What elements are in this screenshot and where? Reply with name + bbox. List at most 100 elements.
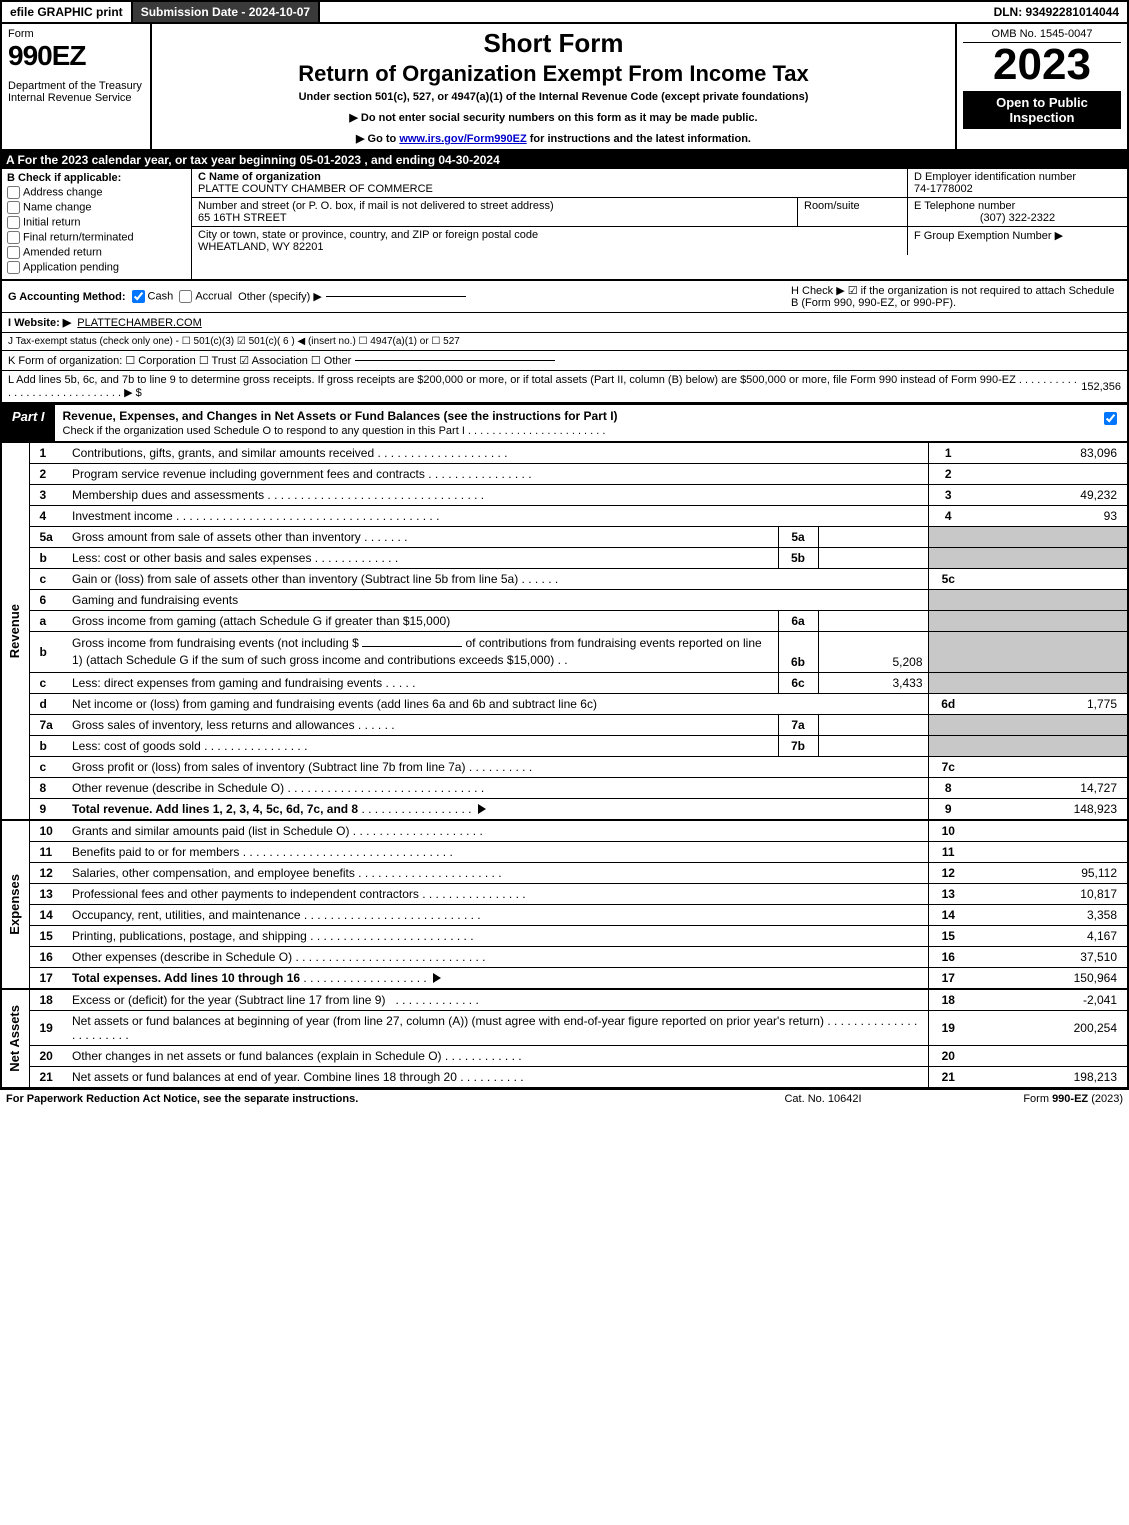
website[interactable]: PLATTECHAMBER.COM: [77, 317, 201, 329]
e-lbl: E Telephone number: [914, 200, 1015, 212]
form-number: 990EZ: [8, 40, 144, 72]
line-17-txt: Total expenses. Add lines 10 through 16: [72, 971, 300, 985]
form-word: Form: [8, 28, 144, 40]
ov-20: [968, 1045, 1128, 1066]
iv-7b: [818, 735, 928, 756]
ob-1: 1: [928, 443, 968, 464]
line-2-txt: Program service revenue including govern…: [72, 467, 425, 481]
addr-lbl: Number and street (or P. O. box, if mail…: [198, 200, 554, 212]
line-6a-txt: Gross income from gaming (attach Schedul…: [72, 614, 450, 628]
j-text: J Tax-exempt status (check only one) - ☐…: [8, 336, 460, 347]
part1-header: Part I Revenue, Expenses, and Changes in…: [0, 404, 1129, 443]
submission-date-button[interactable]: Submission Date - 2024-10-07: [133, 2, 320, 22]
part1-title: Revenue, Expenses, and Changes in Net As…: [55, 405, 1097, 441]
section-b: B Check if applicable: Address change Na…: [2, 169, 192, 279]
row-i: I Website: ▶ PLATTECHAMBER.COM: [0, 313, 1129, 333]
chk-final-return[interactable]: Final return/terminated: [7, 231, 186, 244]
efile-print-button[interactable]: efile GRAPHIC print: [2, 2, 133, 22]
ib-6c: 6c: [778, 672, 818, 693]
ov-5c: [968, 569, 1128, 590]
ov-2: [968, 464, 1128, 485]
chk-address-change[interactable]: Address change: [7, 186, 186, 199]
ov-7c: [968, 756, 1128, 777]
footer-left: For Paperwork Reduction Act Notice, see …: [6, 1093, 723, 1105]
line-6c-txt: Less: direct expenses from gaming and fu…: [72, 676, 382, 690]
ov-6d: 1,775: [968, 693, 1128, 714]
ov-15: 4,167: [968, 925, 1128, 946]
chk-application-pending[interactable]: Application pending: [7, 261, 186, 274]
chk-cash[interactable]: Cash: [132, 290, 174, 303]
line-9-txt: Total revenue. Add lines 1, 2, 3, 4, 5c,…: [72, 802, 358, 816]
i-lbl: I Website: ▶: [8, 316, 71, 329]
telephone: (307) 322-2322: [914, 212, 1121, 224]
chk-accrual[interactable]: Accrual: [179, 290, 232, 303]
title-return: Return of Organization Exempt From Incom…: [162, 61, 945, 87]
dln-label: DLN: 93492281014044: [986, 2, 1127, 22]
g-other: Other (specify) ▶: [238, 290, 322, 303]
k-blank: [355, 360, 555, 361]
org-name: PLATTE COUNTY CHAMBER OF COMMERCE: [198, 183, 433, 195]
ib-6a: 6a: [778, 611, 818, 632]
ov-21: 198,213: [968, 1066, 1128, 1088]
row-g-h: G Accounting Method: Cash Accrual Other …: [0, 281, 1129, 313]
tax-year: 2023: [963, 43, 1121, 87]
footer-mid: Cat. No. 10642I: [723, 1093, 923, 1105]
line-7c-txt: Gross profit or (loss) from sales of inv…: [72, 760, 465, 774]
public-inspection: Open to Public Inspection: [963, 91, 1121, 129]
b-label: B Check if applicable:: [7, 172, 186, 184]
ov-4: 93: [968, 506, 1128, 527]
side-netassets: Net Assets: [7, 1005, 22, 1072]
line-15-txt: Printing, publications, postage, and shi…: [72, 929, 307, 943]
goto-post: for instructions and the latest informat…: [527, 133, 751, 145]
line-20-txt: Other changes in net assets or fund bala…: [72, 1049, 442, 1063]
title-short-form: Short Form: [162, 28, 945, 59]
d-lbl: D Employer identification number: [914, 171, 1076, 183]
part1-tag: Part I: [2, 405, 55, 441]
header-center: Short Form Return of Organization Exempt…: [152, 24, 957, 149]
iv-6c: 3,433: [818, 672, 928, 693]
subtitle-ssn: ▶ Do not enter social security numbers o…: [162, 111, 945, 124]
ov-18: -2,041: [968, 989, 1128, 1011]
goto-pre: ▶ Go to: [356, 133, 399, 145]
footer-right: Form 990-EZ (2023): [923, 1093, 1123, 1105]
line-5b-txt: Less: cost or other basis and sales expe…: [72, 551, 311, 565]
line-7b-txt: Less: cost of goods sold: [72, 739, 201, 753]
arrow-icon: [478, 804, 486, 814]
ib-5b: 5b: [778, 548, 818, 569]
line-14-txt: Occupancy, rent, utilities, and maintena…: [72, 908, 301, 922]
line-7a-txt: Gross sales of inventory, less returns a…: [72, 718, 355, 732]
ov-9: 148,923: [968, 798, 1128, 820]
section-a-bar: A For the 2023 calendar year, or tax yea…: [0, 151, 1129, 169]
dept-label: Department of the Treasury Internal Reve…: [8, 80, 144, 104]
iv-6a: [818, 611, 928, 632]
rn-1: 1: [29, 443, 67, 464]
chk-amended-return[interactable]: Amended return: [7, 246, 186, 259]
ov-10: [968, 820, 1128, 842]
org-city: WHEATLAND, WY 82201: [198, 241, 324, 253]
ov-1: 83,096: [968, 443, 1128, 464]
org-address: 65 16TH STREET: [198, 212, 287, 224]
arrow-icon: [433, 973, 441, 983]
ov-14: 3,358: [968, 904, 1128, 925]
subtitle-goto: ▶ Go to www.irs.gov/Form990EZ for instru…: [162, 132, 945, 145]
ein: 74-1778002: [914, 183, 973, 195]
ib-7b: 7b: [778, 735, 818, 756]
top-bar: efile GRAPHIC print Submission Date - 20…: [0, 0, 1129, 24]
ov-19: 200,254: [968, 1010, 1128, 1045]
line-19-txt: Net assets or fund balances at beginning…: [72, 1014, 824, 1028]
line-6-txt: Gaming and fundraising events: [72, 593, 238, 607]
chk-name-change[interactable]: Name change: [7, 201, 186, 214]
ib-5a: 5a: [778, 527, 818, 548]
header-left: Form 990EZ Department of the Treasury In…: [2, 24, 152, 149]
line-6b-blank: [362, 646, 462, 647]
irs-link[interactable]: www.irs.gov/Form990EZ: [399, 133, 526, 145]
line-6d-txt: Net income or (loss) from gaming and fun…: [72, 697, 597, 711]
g-other-blank: [326, 296, 466, 297]
l-val: 152,356: [1081, 381, 1121, 393]
line-1-txt: Contributions, gifts, grants, and simila…: [72, 446, 374, 460]
part1-check[interactable]: [1097, 405, 1127, 441]
line-11-txt: Benefits paid to or for members: [72, 845, 239, 859]
ov-16: 37,510: [968, 946, 1128, 967]
subtitle-section: Under section 501(c), 527, or 4947(a)(1)…: [162, 91, 945, 103]
chk-initial-return[interactable]: Initial return: [7, 216, 186, 229]
